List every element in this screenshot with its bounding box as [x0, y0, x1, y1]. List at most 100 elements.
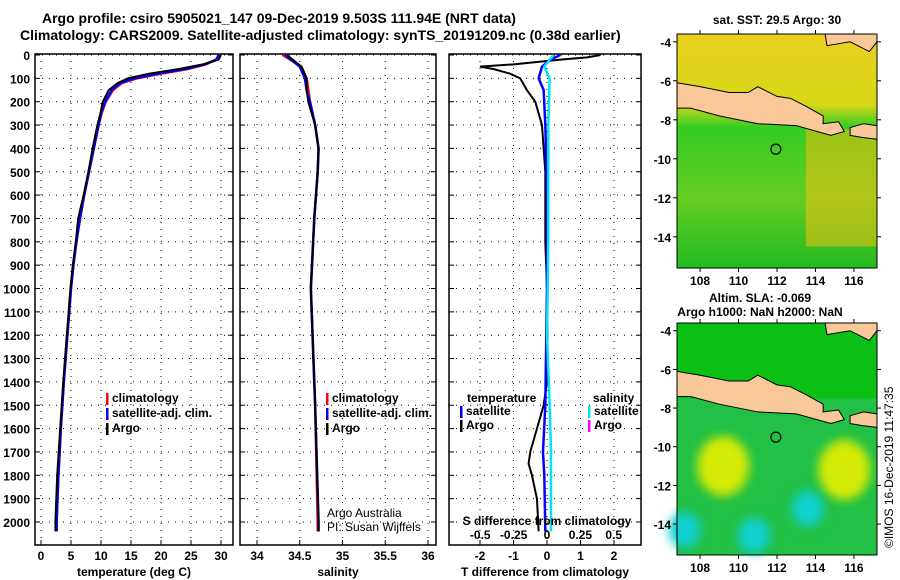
- legend-temperature-head: temperature: [467, 391, 537, 405]
- x-tick-label: 15: [124, 549, 138, 563]
- x-tick-label: 34: [250, 549, 264, 563]
- x-tick-label: 30: [214, 549, 228, 563]
- legend-salinity-head: salinity: [593, 391, 635, 405]
- credit-line-1: Argo Australia: [327, 506, 402, 520]
- y-tick-label: 1100: [4, 306, 30, 320]
- lat-tick-label: -14: [654, 518, 672, 532]
- legend-label: satellite: [594, 404, 639, 418]
- series-argo: [286, 54, 320, 532]
- sla-map-subtitle: Argo h1000: NaN h2000: NaN: [677, 305, 842, 319]
- y-tick-label: 1800: [3, 469, 30, 483]
- panel-difference: -2 -1 0 1 2 T difference from climatology: [448, 53, 642, 579]
- legend-label: Argo: [112, 421, 140, 435]
- y-tick-label: 1200: [3, 329, 30, 343]
- y-tick-label: 200: [10, 96, 30, 110]
- legend-label: satellite-adj. clim.: [112, 406, 212, 420]
- y-tick-label: 900: [10, 259, 30, 273]
- legend-label: climatology: [332, 391, 399, 405]
- legend-swatch: [460, 420, 463, 432]
- sla-map-title: Altim. SLA: -0.069: [709, 291, 811, 305]
- x-tick-label: 25: [184, 549, 198, 563]
- lon-tick-label: 112: [767, 561, 787, 575]
- x-tick-label: 2: [611, 549, 618, 563]
- legend-swatch: [588, 406, 591, 418]
- x-tick-label: 5: [68, 549, 75, 563]
- x-tick-label: 36: [421, 549, 435, 563]
- y-tick-label: 1600: [3, 423, 30, 437]
- legend-label: satellite: [466, 404, 511, 418]
- x-tick-label: 1: [577, 549, 584, 563]
- y-tick-label: 1700: [3, 446, 30, 460]
- x-tick-label: 0: [544, 549, 551, 563]
- lon-tick-label: 114: [806, 274, 826, 288]
- title-line-2: Climatology: CARS2009. Satellite-adjuste…: [20, 27, 621, 43]
- sla-low-blob: [737, 517, 770, 554]
- y-tick-label: 2000: [3, 516, 30, 530]
- lon-tick-label: 116: [844, 561, 864, 575]
- title-line-1: Argo profile: csiro 5905021_147 09-Dec-2…: [42, 10, 516, 26]
- sla-low-blob: [791, 490, 824, 527]
- y-tick-label: 500: [10, 166, 30, 180]
- sla-high-blob: [818, 439, 871, 500]
- lon-tick-label: 110: [729, 274, 749, 288]
- y-tick-label: 1900: [3, 493, 30, 507]
- lat-tick-label: -12: [654, 192, 672, 206]
- legend-swatch: [326, 408, 329, 420]
- legend-swatch: [106, 408, 109, 420]
- legend-label: Argo: [594, 418, 622, 432]
- legend-swatch: [326, 393, 329, 405]
- lat-tick-label: -12: [654, 479, 672, 493]
- series-s-satellite: [542, 54, 555, 532]
- argo-position-marker: [770, 143, 782, 155]
- legend-label: Argo: [466, 418, 494, 432]
- x-tick-label: 35.5: [374, 549, 398, 563]
- series-argo: [54, 54, 222, 532]
- plot-frame: [34, 53, 234, 546]
- imos-timestamp: ©IMOS 16-Dec-2019 11:47:35: [882, 386, 896, 548]
- y-tick-label: 1400: [3, 376, 30, 390]
- lon-tick-label: 114: [806, 561, 826, 575]
- lon-tick-label: 110: [729, 561, 749, 575]
- s-tick-label: 0: [544, 528, 551, 542]
- map-sla-map: 108 110 112 114 116 -4 -6 -8 -10 -12 -14: [654, 319, 881, 575]
- legend-swatch: [106, 393, 109, 405]
- lat-tick-label: -10: [654, 153, 672, 167]
- x-axis-label: temperature (deg C): [77, 565, 191, 579]
- x-tick-label: 10: [94, 549, 108, 563]
- x-tick-label: -2: [475, 549, 486, 563]
- java-island: [676, 370, 846, 425]
- x-tick-label: 20: [154, 549, 168, 563]
- plot-frame: [239, 53, 437, 546]
- series-t-satellite: [537, 53, 561, 532]
- x-tick-label: -1: [508, 549, 519, 563]
- y-tick-label: 800: [10, 236, 30, 250]
- s-axis-label: S difference from climatology: [463, 514, 632, 528]
- lat-tick-label: -6: [660, 75, 671, 89]
- map-sst-map: 108 110 112 114 116 -4 -6 -8 -10 -12 -14: [654, 30, 881, 288]
- lon-tick-label: 108: [690, 274, 710, 288]
- legend-swatch: [588, 420, 591, 432]
- s-tick-label: -0.5: [470, 528, 491, 542]
- lat-tick-label: -6: [660, 363, 671, 377]
- lat-tick-label: -8: [660, 402, 671, 416]
- x-tick-label: 35: [336, 549, 350, 563]
- argo-position-marker: [770, 431, 782, 443]
- legend-swatch: [460, 406, 463, 418]
- y-tick-label: 1300: [3, 353, 30, 367]
- y-tick-label: 300: [10, 119, 30, 133]
- legend-label: satellite-adj. clim.: [332, 406, 432, 420]
- s-tick-label: 0.25: [569, 528, 593, 542]
- sst-map-title: sat. SST: 29.5 Argo: 30: [713, 13, 842, 27]
- warm-patch: [805, 129, 877, 247]
- legend-swatch: [326, 423, 329, 435]
- y-tick-label: 100: [10, 72, 30, 86]
- legend-swatch: [106, 423, 109, 435]
- s-tick-label: -0.25: [500, 528, 528, 542]
- x-tick-label: 0: [38, 549, 45, 563]
- y-tick-label: 1500: [3, 399, 30, 413]
- sla-high-blob: [697, 436, 750, 497]
- s-tick-label: 0.5: [605, 528, 622, 542]
- x-axis-label: salinity: [317, 565, 359, 579]
